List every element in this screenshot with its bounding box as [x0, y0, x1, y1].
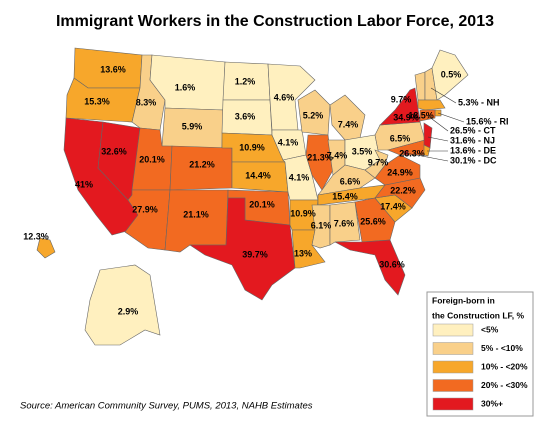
leader-line: [427, 136, 449, 142]
region-label: 30.6%: [379, 259, 405, 269]
state-region: [329, 94, 366, 141]
region-label: 6.5%: [390, 133, 411, 143]
region-label: 13.6% - DE: [450, 145, 496, 155]
legend-swatch: [432, 379, 474, 392]
region-label: 21.1%: [183, 209, 209, 219]
legend-swatch: [432, 342, 474, 355]
leader-line: [437, 112, 465, 123]
region-label: 18.5%: [408, 110, 434, 120]
region-label: 4.6%: [274, 92, 295, 102]
region-label: 15.3%: [84, 96, 110, 106]
region-label: 24.9%: [387, 167, 413, 177]
state-region: [414, 71, 426, 101]
region-label: 12.3%: [23, 231, 49, 241]
legend-label: 20% - <30%: [481, 380, 528, 390]
legend-label: 30%+: [481, 398, 503, 408]
region-label: 4.1%: [278, 137, 299, 147]
region-label: 7.6%: [334, 218, 355, 228]
map-title: Immigrant Workers in the Construction La…: [56, 13, 494, 30]
region-label: 27.9%: [132, 204, 158, 214]
state-region: [379, 87, 421, 126]
region-label: 31.6% - NJ: [450, 135, 495, 145]
region-label: 5.9%: [182, 121, 203, 131]
region-label: 1.2%: [235, 76, 256, 86]
region-label: 34.9%: [393, 112, 419, 122]
leader-line: [430, 87, 457, 104]
region-label: 5.3% - NH: [458, 97, 500, 107]
region-label: 13.6%: [100, 64, 126, 74]
state-region: [417, 99, 446, 111]
state-region: [36, 237, 56, 259]
region-label: 7.4%: [338, 119, 359, 129]
state-region: [354, 197, 396, 243]
legend-label: 5% - <10%: [481, 343, 523, 353]
region-label: 5.2%: [303, 110, 324, 120]
legend: Foreign-born in the Construction LF, % <5%…: [432, 295, 528, 411]
legend-label: <5%: [481, 324, 499, 334]
legend-swatch: [432, 360, 474, 374]
region-label: 9.7%: [391, 94, 412, 104]
state-region: [189, 197, 296, 301]
legend-title: the Construction LF, %: [432, 310, 525, 320]
source-note: Source: American Community Survey, PUMS,…: [20, 401, 313, 412]
region-label: 20.1%: [139, 154, 165, 164]
legend-title: Foreign-born in: [432, 295, 495, 305]
state-region: [423, 122, 433, 149]
region-label: 8.3%: [136, 97, 157, 107]
state-region: [423, 144, 431, 157]
state-region: [297, 89, 331, 136]
region-label: 3.5%: [352, 146, 373, 156]
region-label: 1.6%: [175, 82, 196, 92]
region-label: 0.5%: [441, 69, 462, 79]
state-region: [364, 149, 389, 179]
leader-line: [405, 152, 449, 162]
region-label: 7.4%: [327, 150, 348, 160]
state-region: [334, 239, 406, 296]
state-region: [164, 189, 229, 253]
region-label: 6.6%: [340, 176, 361, 186]
region-label: 2.9%: [118, 306, 139, 316]
region-label: 41%: [75, 179, 93, 189]
region-label: 26.3%: [399, 148, 425, 158]
region-label: 9.7%: [368, 157, 389, 167]
region-label: 14.4%: [245, 170, 271, 180]
legend-swatch: [432, 323, 474, 337]
region-label: 15.4%: [332, 191, 358, 201]
labels: 13.6% 15.3% 41% 32.6% 8.3% 1.6% 5.9% 20.1% 27.9%…: [23, 64, 508, 316]
region-label: 32.6%: [101, 146, 127, 156]
states: [36, 47, 469, 346]
region-label: 30.1% - DC: [450, 155, 497, 165]
state-region: [329, 201, 361, 246]
region-label: 20.1%: [249, 199, 275, 209]
region-label: 3.6%: [235, 111, 256, 121]
state-region: [84, 264, 161, 346]
region-label: 25.6%: [360, 216, 386, 226]
state-region: [317, 164, 376, 196]
region-label: 39.7%: [242, 249, 268, 259]
region-label: 15.6% - RI: [466, 116, 509, 126]
region-label: 26.5% - CT: [450, 125, 496, 135]
region-label: 13%: [294, 248, 312, 258]
region-label: 22.2%: [390, 185, 416, 195]
region-label: 17.4%: [380, 201, 406, 211]
state-region: [267, 63, 316, 131]
region-label: 21.2%: [189, 159, 215, 169]
region-label: 21.3%: [307, 152, 333, 162]
legend-label: 10% - <20%: [481, 361, 528, 371]
region-label: 10.9%: [290, 208, 316, 218]
region-label: 10.9%: [239, 142, 265, 152]
legend-swatch: [432, 397, 474, 411]
region-label: 4.1%: [289, 172, 310, 182]
region-label: 6.1%: [311, 220, 332, 230]
leader-line: [427, 115, 449, 132]
